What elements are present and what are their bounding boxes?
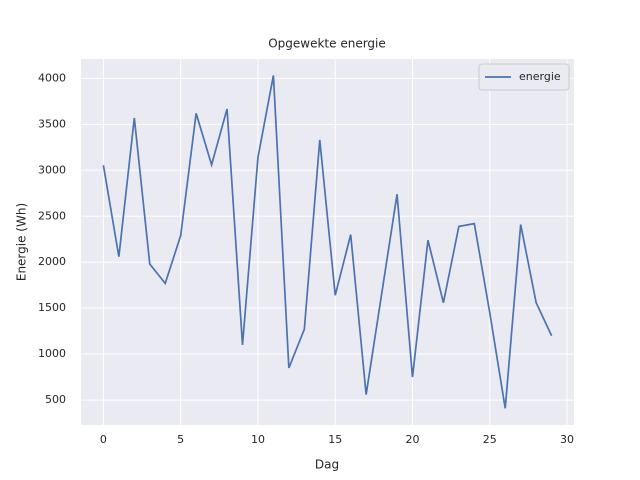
y-tick-label: 3500	[38, 117, 66, 130]
x-tick-label: 20	[406, 433, 420, 446]
x-tick-label: 10	[251, 433, 265, 446]
x-tick-label: 15	[328, 433, 342, 446]
x-tick-label: 5	[177, 433, 184, 446]
chart-title: Opgewekte energie	[268, 37, 386, 51]
y-tick-label: 3000	[38, 163, 66, 176]
x-tick-label: 0	[100, 433, 107, 446]
y-tick-label: 2500	[38, 209, 66, 222]
y-tick-label: 500	[45, 393, 66, 406]
legend-box	[478, 63, 570, 91]
plot-area	[81, 59, 574, 425]
line	[102, 75, 553, 409]
y-axis-label: Energie (Wh)	[15, 203, 29, 281]
y-tick-label: 4000	[38, 71, 66, 84]
x-tick-label: 25	[483, 433, 497, 446]
y-tick-label: 1000	[38, 347, 66, 360]
y-tick-label: 1500	[38, 301, 66, 314]
y-tick-label: 2000	[38, 255, 66, 268]
x-axis-label: Dag	[315, 458, 339, 472]
legend-label: energie	[519, 70, 561, 83]
x-tick-label: 30	[560, 433, 574, 446]
